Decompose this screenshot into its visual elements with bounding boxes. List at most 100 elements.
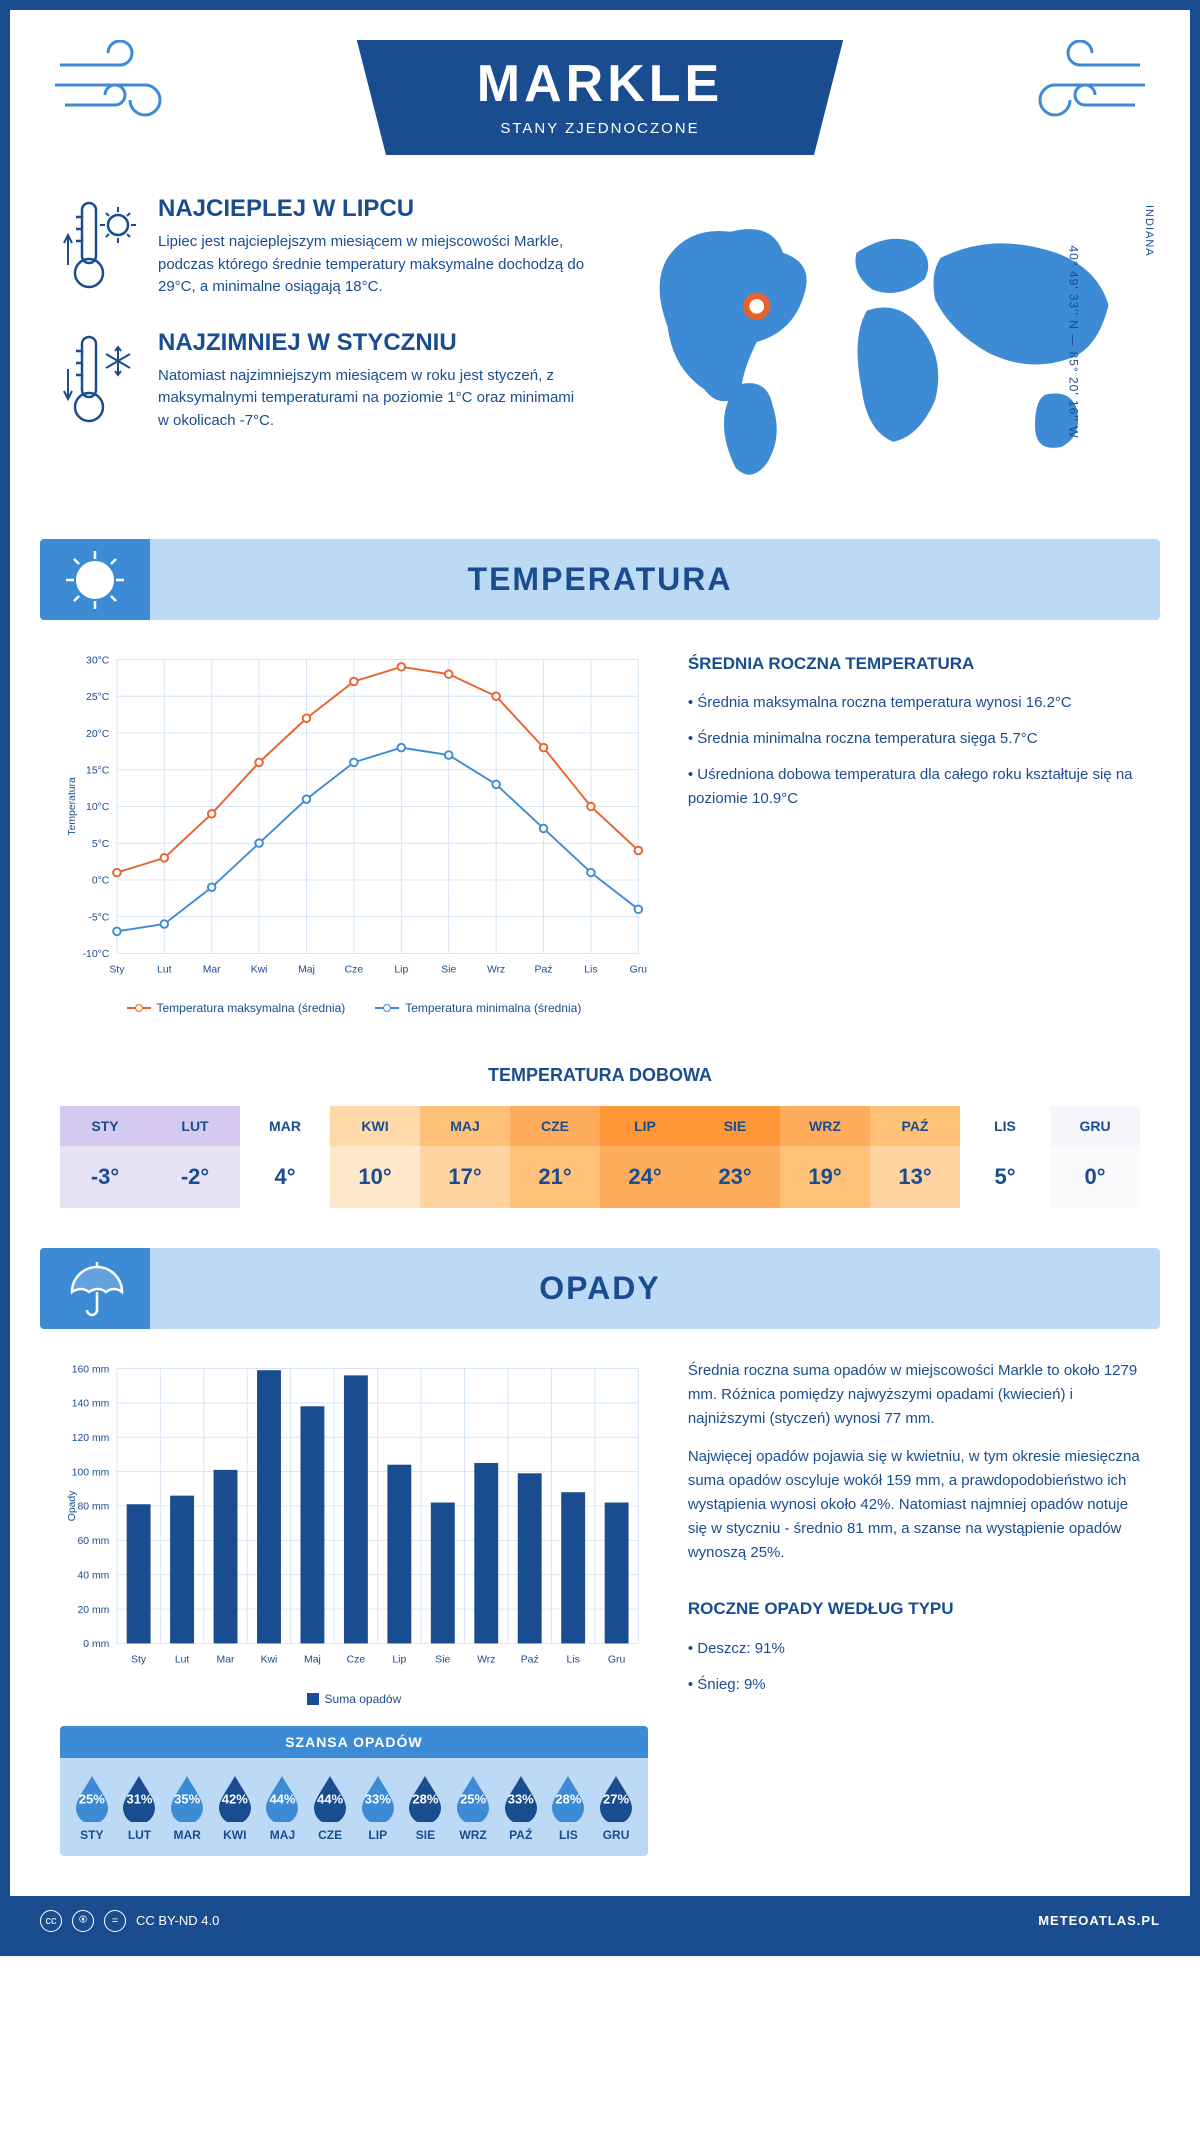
svg-text:Lip: Lip — [392, 1655, 406, 1666]
precipitation-section-header: OPADY — [40, 1248, 1160, 1329]
svg-text:0 mm: 0 mm — [83, 1640, 109, 1651]
svg-text:Sty: Sty — [131, 1655, 147, 1666]
svg-text:10°C: 10°C — [86, 802, 110, 813]
chance-cell: 31% LUT — [116, 1772, 164, 1842]
svg-text:Lis: Lis — [566, 1655, 579, 1666]
svg-text:-5°C: -5°C — [88, 912, 109, 923]
svg-text:Sie: Sie — [441, 964, 456, 975]
svg-text:Gru: Gru — [630, 964, 648, 975]
location-marker — [746, 296, 767, 317]
daily-temp-cell: SIE 23° — [690, 1106, 780, 1208]
overview-section: NAJCIEPLEJ W LIPCU Lipiec jest najcieple… — [10, 175, 1190, 519]
temperature-chart: -10°C-5°C0°C5°C10°C15°C20°C25°C30°CStyLu… — [60, 650, 648, 1015]
daily-temp-cell: WRZ 19° — [780, 1106, 870, 1208]
svg-text:160 mm: 160 mm — [72, 1365, 110, 1376]
daily-temp-cell: CZE 21° — [510, 1106, 600, 1208]
chance-cell: 25% STY — [68, 1772, 116, 1842]
svg-text:20°C: 20°C — [86, 729, 110, 740]
svg-text:Cze: Cze — [347, 1655, 366, 1666]
page: MARKLE STANY ZJEDNOCZONE — [0, 0, 1200, 1956]
raindrop-icon: 31% — [119, 1772, 159, 1822]
chance-title: SZANSA OPADÓW — [60, 1726, 648, 1758]
svg-text:0°C: 0°C — [92, 876, 110, 887]
svg-text:20 mm: 20 mm — [77, 1605, 109, 1616]
chance-cell: 28% SIE — [402, 1772, 450, 1842]
fact-coldest: NAJZIMNIEJ W STYCZNIU Natomiast najzimni… — [60, 329, 585, 433]
svg-text:Paź: Paź — [535, 964, 553, 975]
svg-text:80 mm: 80 mm — [77, 1502, 109, 1513]
svg-text:Lis: Lis — [584, 964, 597, 975]
svg-text:Maj: Maj — [304, 1655, 321, 1666]
raindrop-icon: 25% — [453, 1772, 493, 1822]
svg-text:60 mm: 60 mm — [77, 1536, 109, 1547]
chance-cell: 42% KWI — [211, 1772, 259, 1842]
svg-text:-10°C: -10°C — [83, 949, 110, 960]
coordinates: 40° 49' 33'' N — 85° 20' 16'' W — [1066, 245, 1080, 438]
svg-text:Mar: Mar — [203, 964, 221, 975]
raindrop-icon: 28% — [405, 1772, 445, 1822]
header-banner: MARKLE STANY ZJEDNOCZONE — [357, 40, 843, 155]
raindrop-icon: 42% — [215, 1772, 255, 1822]
svg-text:100 mm: 100 mm — [72, 1468, 110, 1479]
thermometer-cold-icon — [60, 329, 140, 433]
svg-text:Lut: Lut — [157, 964, 172, 975]
svg-text:Gru: Gru — [608, 1655, 626, 1666]
raindrop-icon: 27% — [596, 1772, 636, 1822]
overview-facts: NAJCIEPLEJ W LIPCU Lipiec jest najcieple… — [60, 195, 585, 489]
daily-temp-cell: LUT -2° — [150, 1106, 240, 1208]
raindrop-icon: 33% — [358, 1772, 398, 1822]
annual-item: Średnia maksymalna roczna temperatura wy… — [688, 691, 1140, 715]
wind-icon-right — [1010, 40, 1150, 130]
svg-text:Lip: Lip — [394, 964, 408, 975]
raindrop-icon: 25% — [72, 1772, 112, 1822]
chance-cell: 33% PAŹ — [497, 1772, 545, 1842]
license-text: CC BY-ND 4.0 — [136, 1913, 219, 1928]
svg-text:Cze: Cze — [345, 964, 364, 975]
chance-cell: 33% LIP — [354, 1772, 402, 1842]
svg-text:Kwi: Kwi — [251, 964, 268, 975]
world-map: INDIANA 40° 49' 33'' N — 85° 20' 16'' W — [615, 195, 1140, 489]
svg-text:Kwi: Kwi — [261, 1655, 278, 1666]
precipitation-legend: Suma opadów — [60, 1692, 648, 1706]
legend-max: .legend-item:nth-child(1) .legend-swatch… — [127, 1001, 346, 1015]
raindrop-icon: 35% — [167, 1772, 207, 1822]
chance-cell: 28% LIS — [545, 1772, 593, 1842]
chance-cell: 44% MAJ — [259, 1772, 307, 1842]
annual-temp-list: Średnia maksymalna roczna temperatura wy… — [688, 691, 1140, 811]
svg-text:140 mm: 140 mm — [72, 1399, 110, 1410]
temperature-title: TEMPERATURA — [40, 561, 1160, 598]
svg-text:Wrz: Wrz — [477, 1655, 495, 1666]
daily-temp-cell: MAR 4° — [240, 1106, 330, 1208]
svg-text:40 mm: 40 mm — [77, 1571, 109, 1582]
annual-temp-heading: ŚREDNIA ROCZNA TEMPERATURA — [688, 650, 1140, 677]
temperature-legend: .legend-item:nth-child(1) .legend-swatch… — [60, 1001, 648, 1015]
daily-temp-title: TEMPERATURA DOBOWA — [10, 1065, 1190, 1086]
precipitation-title: OPADY — [40, 1270, 1160, 1307]
daily-temp-cell: LIS 5° — [960, 1106, 1050, 1208]
daily-temp-cell: STY -3° — [60, 1106, 150, 1208]
fact-cold-title: NAJZIMNIEJ W STYCZNIU — [158, 329, 585, 357]
svg-text:Lut: Lut — [175, 1655, 190, 1666]
daily-temp-cell: GRU 0° — [1050, 1106, 1140, 1208]
daily-temp-strip: STY -3° LUT -2° MAR 4° KWI 10° MAJ 17° C… — [60, 1106, 1140, 1208]
umbrella-icon — [40, 1248, 150, 1329]
fact-hot-text: Lipiec jest najcieplejszym miesiącem w m… — [158, 231, 585, 299]
chance-cell: 25% WRZ — [449, 1772, 497, 1842]
temperature-annual: ŚREDNIA ROCZNA TEMPERATURA Średnia maksy… — [688, 650, 1140, 1015]
footer-license: cc 🅯 = CC BY-ND 4.0 — [40, 1910, 219, 1932]
svg-text:Paź: Paź — [521, 1655, 539, 1666]
fact-hot-title: NAJCIEPLEJ W LIPCU — [158, 195, 585, 223]
precip-type-heading: ROCZNE OPADY WEDŁUG TYPU — [688, 1595, 1140, 1622]
temperature-section-header: TEMPERATURA — [40, 539, 1160, 620]
cc-icon: cc — [40, 1910, 62, 1932]
fact-cold-text: Natomiast najzimniejszym miesiącem w rok… — [158, 365, 585, 433]
daily-temp-cell: KWI 10° — [330, 1106, 420, 1208]
svg-text:Opady: Opady — [67, 1490, 78, 1521]
nd-icon: = — [104, 1910, 126, 1932]
precipitation-body: 0 mm20 mm40 mm60 mm80 mm100 mm120 mm140 … — [10, 1359, 1190, 1895]
precip-type-item: Śnieg: 9% — [688, 1673, 1140, 1697]
svg-text:Sty: Sty — [109, 964, 125, 975]
chance-cell: 44% CZE — [306, 1772, 354, 1842]
thermometer-hot-icon — [60, 195, 140, 299]
precipitation-chart: 0 mm20 mm40 mm60 mm80 mm100 mm120 mm140 … — [60, 1359, 648, 1681]
